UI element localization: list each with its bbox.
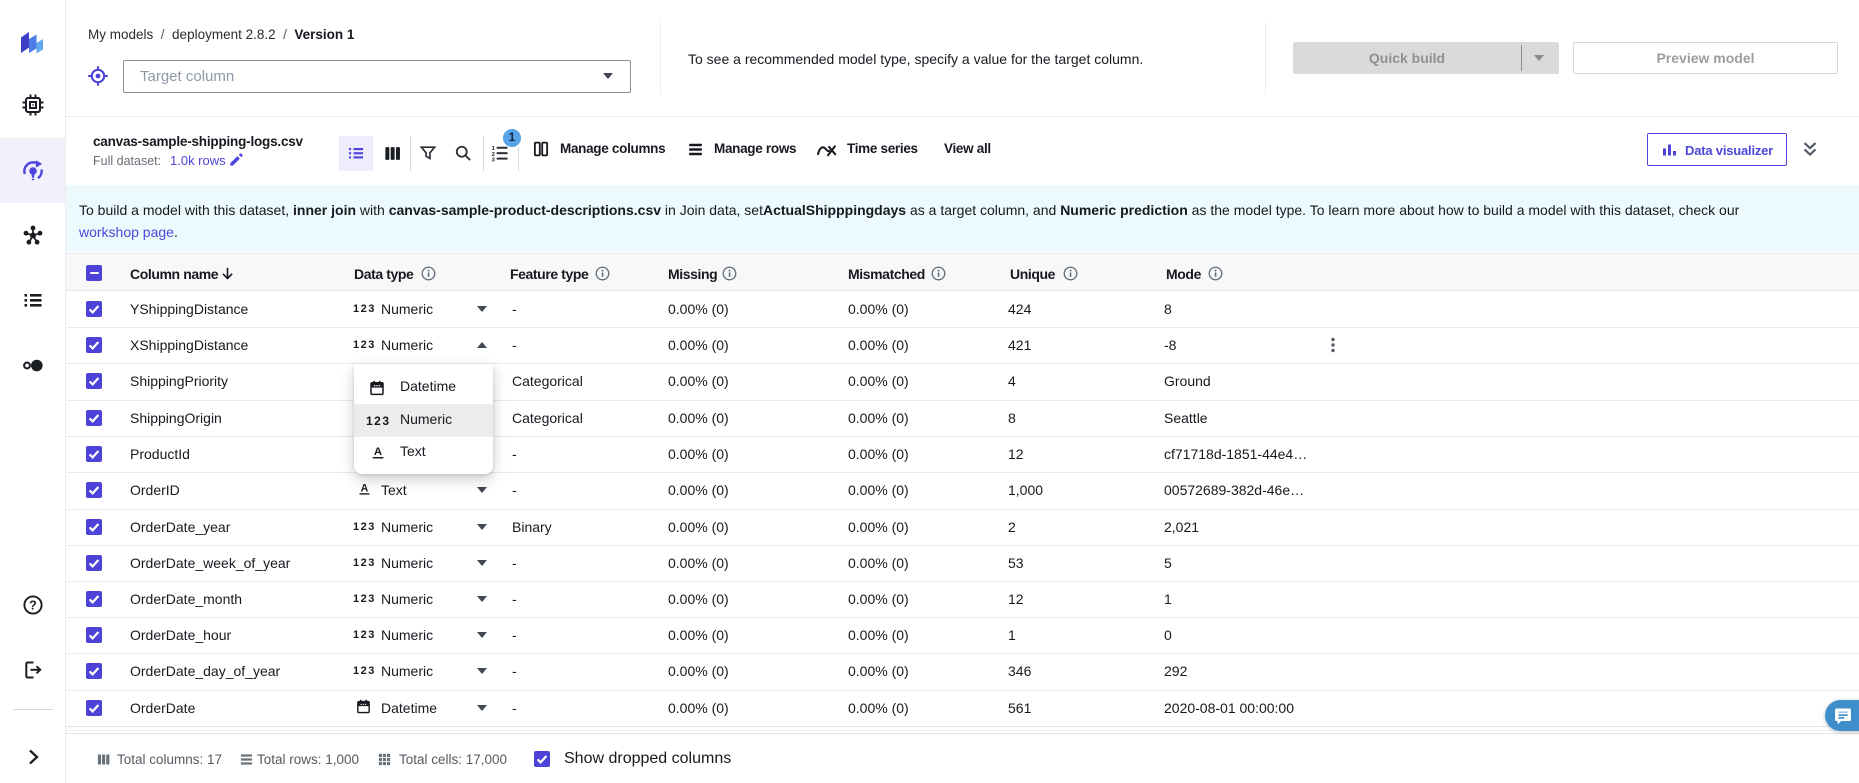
- svg-text:A: A: [374, 446, 382, 458]
- svg-text:A: A: [361, 482, 369, 494]
- svg-text:2: 2: [492, 152, 496, 158]
- svg-text:?: ?: [29, 598, 37, 612]
- svg-text:3: 3: [492, 158, 496, 163]
- svg-text:1: 1: [492, 146, 496, 152]
